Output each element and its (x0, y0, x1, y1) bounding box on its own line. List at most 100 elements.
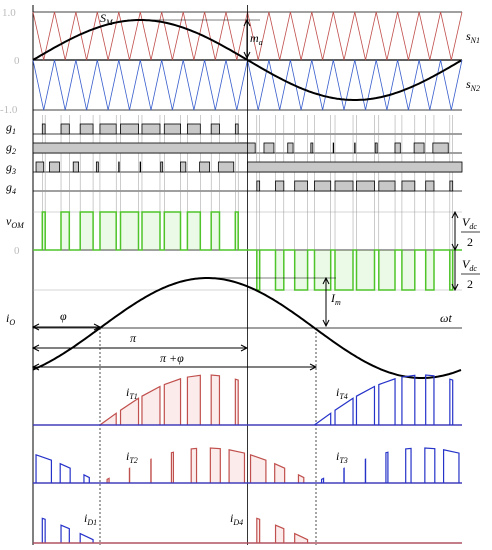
pulse (163, 123, 181, 135)
pulse (320, 477, 325, 483)
pulse (59, 462, 71, 483)
label: g4 (6, 180, 16, 196)
label-sub: 2 (12, 147, 16, 156)
label: Vdc (462, 215, 477, 231)
pulse (335, 250, 354, 290)
pulse (378, 180, 396, 192)
pulse (42, 212, 46, 250)
pulse (314, 180, 332, 192)
pulse (180, 161, 187, 173)
axis-label: 1.0 (2, 7, 16, 19)
pulse (432, 142, 449, 154)
curve (32, 19, 462, 101)
pulse (141, 385, 161, 425)
pulse (49, 161, 60, 173)
pulse (119, 397, 140, 425)
label-text: I (330, 291, 336, 305)
label-text: g (6, 180, 12, 194)
pulse (210, 374, 221, 425)
pulse (164, 212, 181, 250)
pulse (118, 161, 120, 173)
pulse (72, 161, 79, 173)
label-text: S (100, 11, 106, 25)
pulse (401, 250, 415, 290)
pulse (356, 180, 375, 192)
pulse (160, 161, 164, 173)
pulse (79, 532, 94, 543)
label-sub: D1 (86, 518, 97, 527)
pulse (60, 123, 70, 135)
label: iT2 (126, 449, 138, 465)
pulse (234, 378, 239, 425)
label-text: i (126, 449, 129, 463)
label: Vdc (462, 257, 477, 273)
waveforms (31, 5, 463, 545)
pulse (334, 180, 354, 192)
axis-label: -1.0 (0, 104, 18, 116)
label-text: s (466, 77, 471, 91)
pulse (141, 123, 161, 135)
pulse (163, 377, 182, 425)
pulse (186, 374, 201, 425)
pulse (32, 142, 248, 154)
label: vOM (6, 214, 25, 230)
label: iT4 (336, 385, 348, 401)
pulse (210, 123, 220, 135)
pulse (249, 453, 267, 483)
pulse (209, 447, 221, 483)
label-den: 2 (467, 235, 473, 249)
pulse (374, 142, 378, 154)
arrow (243, 18, 251, 60)
pulse (187, 212, 201, 250)
label-sub: T2 (129, 456, 137, 465)
pulse (99, 212, 117, 250)
pulse (234, 123, 239, 135)
label-text: v (6, 214, 12, 228)
label-sub: N1 (470, 36, 480, 45)
label: π (130, 331, 137, 345)
label-text: i (336, 449, 339, 463)
label: π +φ (160, 351, 184, 365)
label-text: i (336, 385, 339, 399)
pulse (413, 142, 425, 154)
pulse (394, 142, 401, 154)
label-sub: N2 (470, 84, 480, 93)
label-text: V (462, 257, 471, 271)
pulse (170, 451, 175, 483)
pulse (274, 462, 286, 483)
pulse (35, 161, 45, 173)
pulse (356, 250, 375, 290)
pulse (61, 212, 70, 250)
pulse (424, 447, 436, 483)
pulse (405, 447, 412, 483)
pulse (199, 161, 210, 173)
label-sub: dc (469, 264, 477, 273)
pulse (425, 180, 435, 192)
pulse (99, 123, 117, 135)
arrow (451, 210, 459, 292)
axis-label: 0 (14, 55, 20, 67)
label: g1 (6, 120, 16, 136)
arrow (31, 323, 102, 331)
pulse (256, 517, 261, 543)
pulse (217, 161, 235, 173)
pulse (106, 477, 110, 483)
label: iT1 (126, 385, 138, 401)
pulse (297, 473, 305, 483)
label-sub: T4 (339, 392, 347, 401)
pulse (60, 524, 70, 543)
pulse (79, 123, 94, 135)
pulse (449, 250, 453, 290)
pulse (310, 142, 314, 154)
label-sub: OM (11, 221, 25, 230)
label: iD1 (84, 511, 97, 527)
pulse (334, 397, 354, 425)
pulse (211, 212, 220, 250)
label-text: s (466, 29, 471, 43)
pulse (385, 451, 389, 483)
pulse (354, 142, 356, 154)
label: iD4 (230, 511, 243, 527)
curve (33, 211, 462, 291)
pulse (401, 180, 416, 192)
pulse (256, 180, 261, 192)
